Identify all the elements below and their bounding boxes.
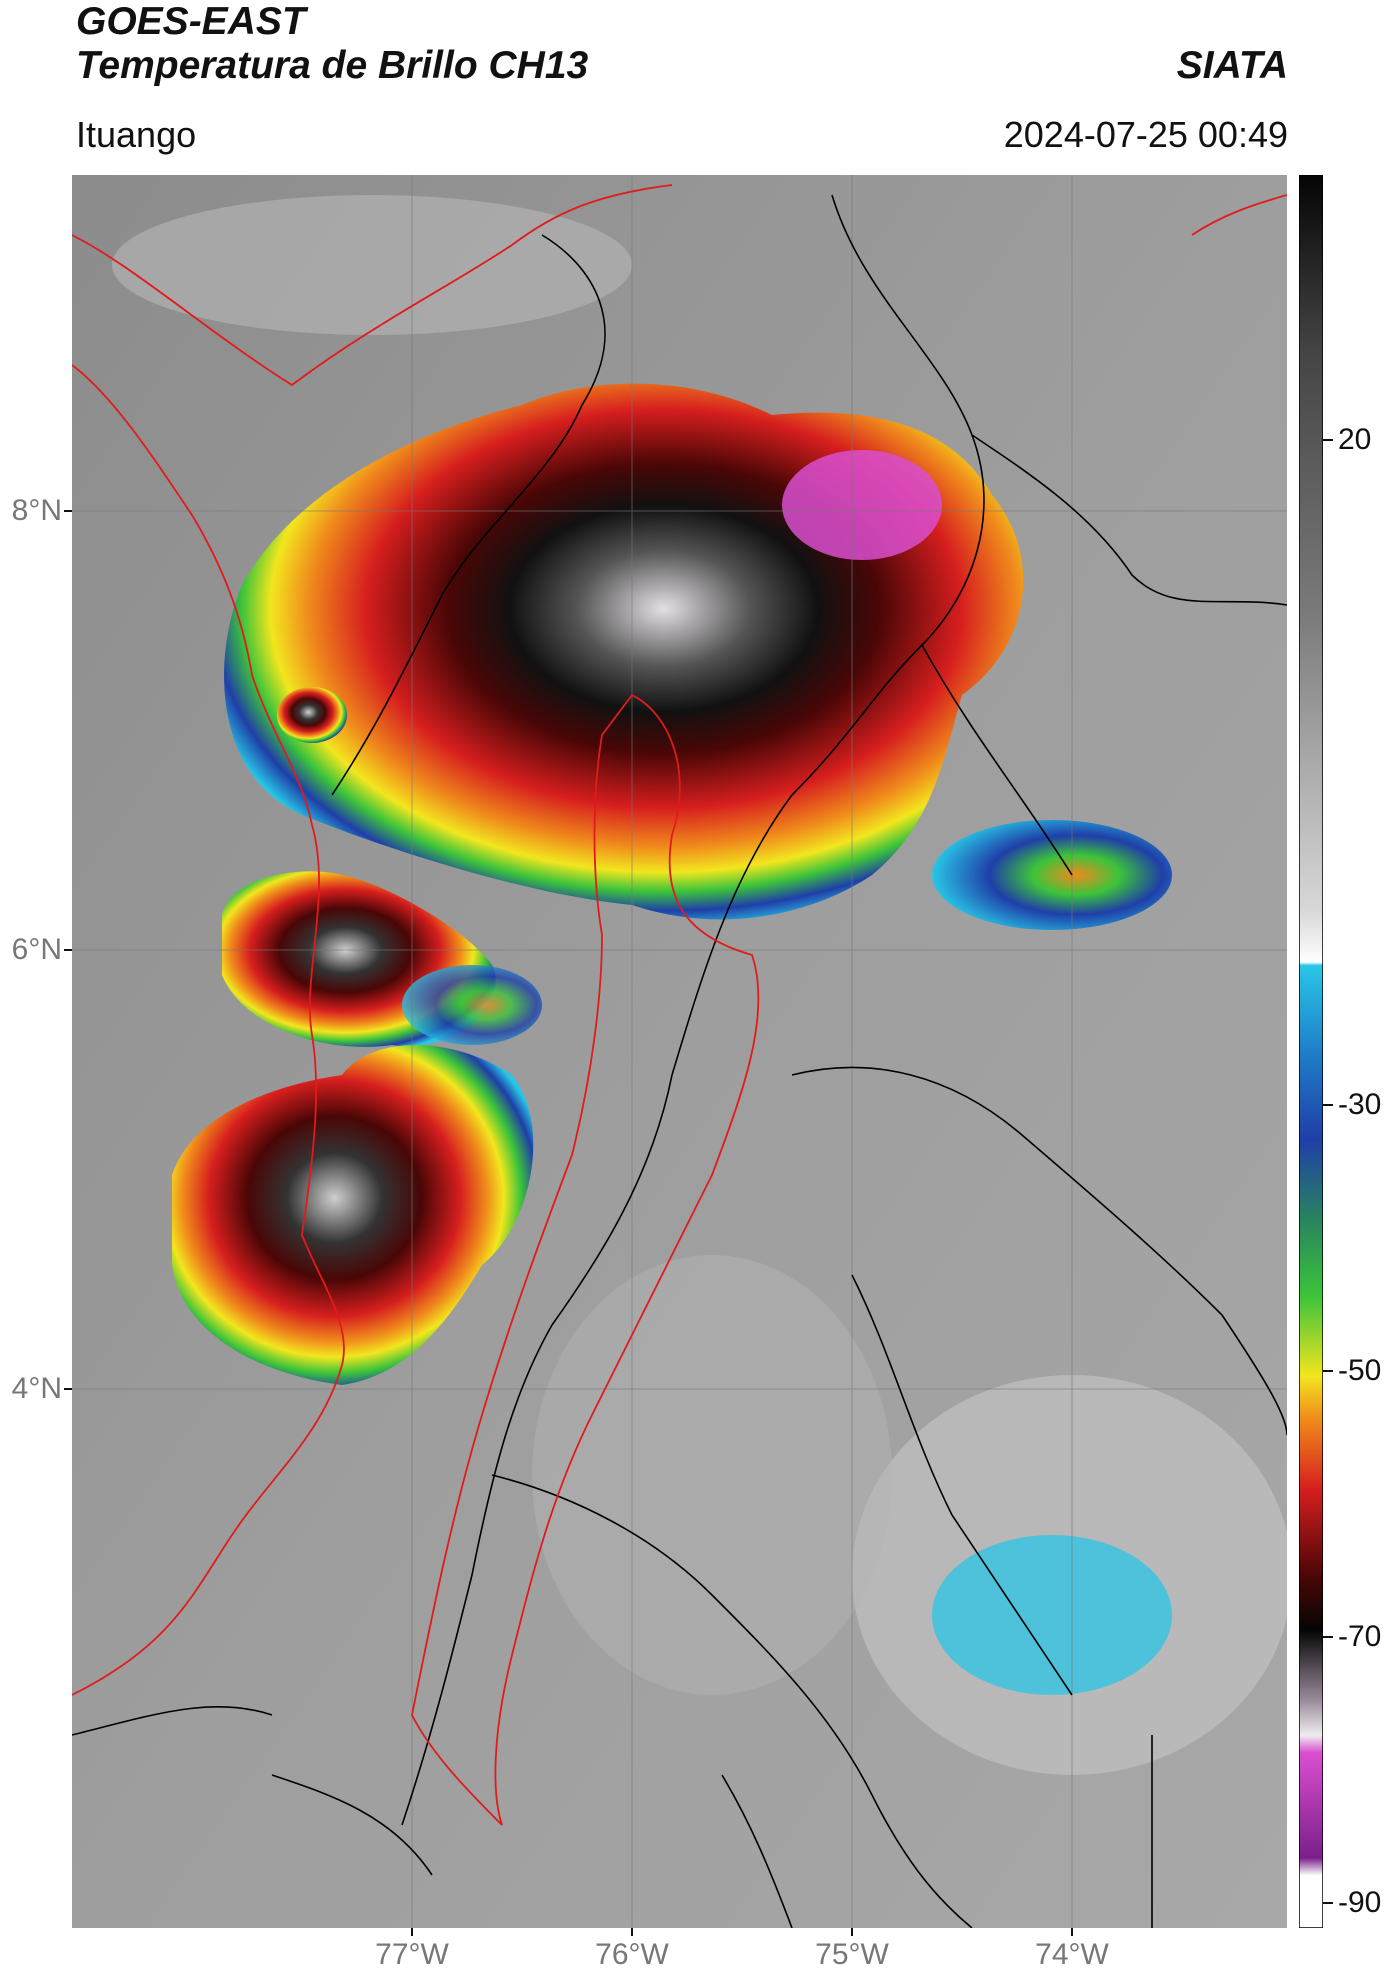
- region-outline: [72, 184, 1287, 1826]
- colorbar-label-neg50: -50: [1338, 1354, 1382, 1387]
- timestamp-label: 2024-07-25 00:49: [1003, 114, 1288, 155]
- satellite-map: [72, 175, 1287, 1928]
- map-subtitle: Temperatura de Brillo CH13: [76, 44, 589, 87]
- lon-label-76w: 76°W: [595, 1938, 669, 1971]
- storm-core-magenta: [782, 450, 942, 560]
- colorbar-label-20: 20: [1338, 423, 1372, 456]
- storm-cell-east: [932, 820, 1172, 930]
- storm-cell-4n: [172, 1045, 534, 1385]
- colorbar-label-neg30: -30: [1338, 1088, 1382, 1121]
- colorbar-label-neg90: -90: [1338, 1886, 1382, 1919]
- lat-label-4n: 4°N: [11, 1372, 62, 1405]
- lon-label-77w: 77°W: [375, 1938, 449, 1971]
- lon-label-74w: 74°W: [1035, 1938, 1109, 1971]
- map-title: GOES-EAST: [76, 0, 306, 43]
- lat-label-6n: 6°N: [11, 933, 62, 966]
- admin-borders: [72, 194, 1287, 1928]
- brand-label: SIATA: [1176, 44, 1288, 87]
- lon-label-75w: 75°W: [815, 1938, 889, 1971]
- colorbar-label-neg70: -70: [1338, 1620, 1382, 1653]
- cold-cloud-cyan: [932, 1535, 1172, 1695]
- colorbar: [1299, 175, 1323, 1928]
- location-label: Ituango: [76, 114, 197, 155]
- lat-label-8n: 8°N: [11, 494, 62, 527]
